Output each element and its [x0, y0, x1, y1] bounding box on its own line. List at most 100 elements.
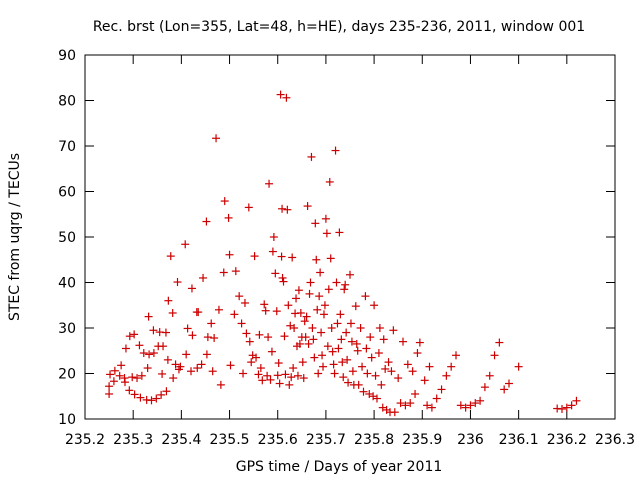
- data-point: [143, 364, 152, 373]
- data-point: [202, 350, 211, 359]
- data-point: [135, 341, 144, 350]
- data-point: [278, 204, 287, 213]
- data-point: [264, 333, 273, 342]
- data-point: [363, 369, 372, 378]
- data-point: [312, 255, 321, 264]
- data-point: [239, 369, 248, 378]
- data-point: [387, 367, 396, 376]
- data-point: [307, 152, 316, 161]
- data-point: [125, 332, 134, 341]
- data-point: [220, 197, 229, 206]
- data-point: [237, 319, 246, 328]
- data-point: [254, 370, 263, 379]
- data-point: [197, 360, 206, 369]
- data-point: [276, 90, 285, 99]
- data-point: [334, 344, 343, 353]
- data-point: [283, 205, 292, 214]
- data-point: [318, 351, 327, 360]
- data-point: [420, 376, 429, 385]
- data-point: [313, 305, 322, 314]
- data-point: [329, 360, 338, 369]
- data-point: [356, 324, 365, 332]
- data-point: [315, 292, 324, 301]
- data-point: [208, 367, 217, 376]
- x-tick-label: 236.1: [499, 432, 539, 448]
- data-point: [120, 378, 129, 387]
- data-point: [337, 335, 346, 344]
- data-point: [287, 373, 296, 382]
- data-point: [245, 337, 254, 346]
- data-point: [480, 383, 489, 392]
- data-point: [311, 219, 320, 228]
- data-point: [514, 362, 523, 371]
- data-point: [136, 393, 145, 402]
- data-point: [182, 350, 191, 359]
- data-point: [164, 296, 173, 305]
- data-point: [176, 362, 185, 371]
- data-point: [562, 403, 571, 412]
- data-point: [183, 324, 192, 333]
- y-tick-label: 90: [58, 48, 76, 64]
- data-point: [442, 371, 451, 380]
- data-point: [306, 278, 315, 287]
- data-point: [199, 273, 208, 282]
- data-point: [299, 374, 308, 383]
- x-tick-label: 235.6: [258, 432, 298, 448]
- data-point: [314, 369, 323, 378]
- data-point: [261, 306, 270, 315]
- data-point: [326, 254, 335, 263]
- data-point: [346, 319, 355, 328]
- data-point: [293, 371, 302, 380]
- data-point: [267, 347, 276, 356]
- data-point: [370, 301, 379, 310]
- data-point: [303, 202, 312, 211]
- data-point: [292, 294, 301, 303]
- data-point: [371, 371, 380, 380]
- data-point: [282, 93, 291, 102]
- data-point: [203, 333, 212, 342]
- data-point: [268, 247, 277, 256]
- data-point: [168, 308, 177, 317]
- data-point: [330, 369, 339, 378]
- data-point: [109, 377, 118, 386]
- data-point: [301, 333, 310, 342]
- data-point: [343, 355, 352, 364]
- chart-title: Rec. brst (Lon=355, Lat=48, h=HE), days …: [93, 19, 585, 35]
- data-point: [406, 399, 415, 408]
- x-tick-label: 236.2: [547, 432, 587, 448]
- data-point: [247, 358, 256, 367]
- data-point: [110, 366, 119, 375]
- data-point: [437, 385, 446, 394]
- data-point: [158, 369, 167, 378]
- data-point: [476, 396, 485, 405]
- data-point: [384, 358, 393, 367]
- data-point: [346, 270, 354, 279]
- data-point: [159, 342, 168, 351]
- data-point: [309, 335, 318, 344]
- data-point: [353, 346, 362, 355]
- data-point: [117, 361, 126, 370]
- data-point: [500, 385, 509, 394]
- data-point: [319, 362, 328, 371]
- data-point: [115, 371, 124, 380]
- data-point: [273, 371, 282, 380]
- data-point: [125, 386, 134, 395]
- data-point: [347, 337, 356, 346]
- data-point: [207, 319, 216, 328]
- data-point: [342, 328, 351, 337]
- data-point: [137, 371, 146, 380]
- data-point: [396, 399, 405, 408]
- data-point: [147, 396, 156, 405]
- data-point: [296, 308, 305, 317]
- data-point: [375, 324, 384, 332]
- data-point: [351, 302, 360, 311]
- data-point: [466, 401, 475, 410]
- data-point: [212, 134, 221, 143]
- data-point: [305, 289, 314, 298]
- data-point: [425, 362, 434, 371]
- data-point: [285, 380, 294, 389]
- data-point: [128, 373, 137, 382]
- x-tick-label: 236.3: [595, 432, 635, 448]
- data-point: [231, 267, 240, 276]
